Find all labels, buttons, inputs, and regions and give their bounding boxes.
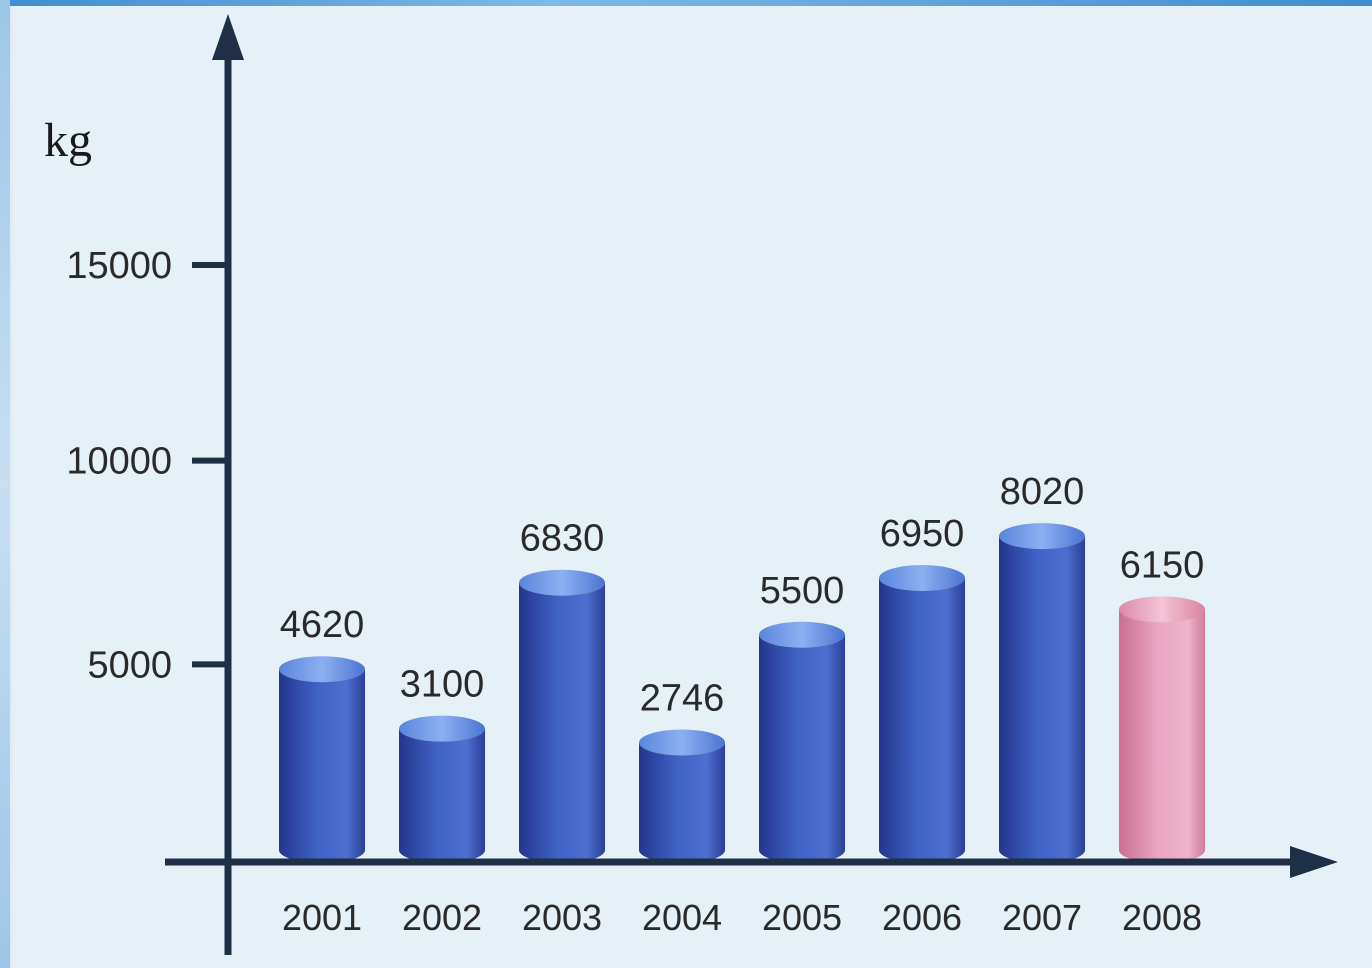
x-tick-label: 2003 [522,897,602,938]
x-tick-label: 2005 [762,897,842,938]
bar-body [639,742,725,850]
bar-body [399,728,485,850]
bar-body [999,536,1085,850]
bar-cap [1119,596,1205,623]
bar [519,569,605,863]
x-tick-label: 2002 [402,897,482,938]
bar-value-label: 4620 [280,604,365,646]
axes-layer [165,14,1338,955]
x-axis-arrow [1290,846,1338,878]
y-tick-label: 5000 [87,644,172,686]
bar-body [879,578,965,850]
bar-body [759,634,845,850]
bar-cap [399,715,485,742]
bar-value-label: 6830 [520,518,605,560]
x-tick-label: 2006 [882,897,962,938]
bar [639,729,725,863]
x-labels-layer: 2001 2002 2003 2004 2005 2006 2007 2008 [282,897,1202,938]
bar-value-label: 6150 [1120,544,1205,586]
bar [999,523,1085,863]
bar [399,715,485,863]
x-tick-label: 2001 [282,897,362,938]
bar [279,656,365,863]
bar [759,621,845,863]
bar-base [639,837,725,863]
frame-border-top [0,0,1372,6]
bar-cap [999,523,1085,550]
bar-body [1119,609,1205,850]
bar-body [519,582,605,850]
frame-border-left [0,0,10,968]
y-tick-label: 10000 [66,441,172,483]
bar-base [879,837,965,863]
bar-value-label: 5500 [760,570,845,612]
bar-body [279,669,365,850]
x-tick-label: 2007 [1002,897,1082,938]
bar-cap [759,621,845,648]
data-labels-layer: 4620 3100 6830 2746 5500 6950 8020 6150 [280,471,1205,719]
bar-cap [639,729,725,756]
bar-value-label: 2746 [640,678,725,720]
bar-base [399,837,485,863]
bars-layer [279,523,1205,863]
x-tick-label: 2008 [1122,897,1202,938]
bar-base [519,837,605,863]
y-axis-arrow [212,14,244,60]
bar-base [999,837,1085,863]
bar-cap [279,656,365,683]
y-axis-unit-label: kg [44,114,92,167]
bar-value-label: 8020 [1000,471,1085,513]
bar-value-label: 6950 [880,513,965,555]
bar-base [1119,837,1205,863]
bar-highlighted [1119,596,1205,863]
y-ticks-layer: 5000 10000 15000 [66,245,228,686]
bar-base [279,837,365,863]
bar-cap [879,565,965,592]
bar-value-label: 3100 [400,664,485,706]
bar [879,565,965,863]
y-tick-label: 15000 [66,245,172,287]
bar-base [759,837,845,863]
bar-cap [519,569,605,596]
x-tick-label: 2004 [642,897,722,938]
